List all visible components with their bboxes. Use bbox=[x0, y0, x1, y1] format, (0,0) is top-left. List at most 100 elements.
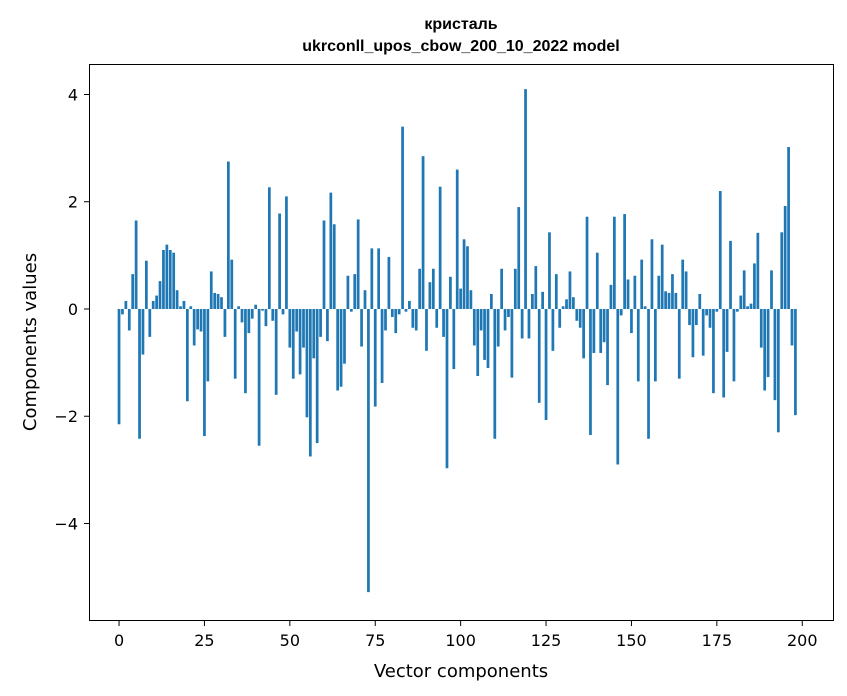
bar bbox=[408, 300, 411, 309]
bar bbox=[510, 308, 514, 378]
bar bbox=[363, 290, 367, 309]
bar bbox=[794, 308, 797, 416]
bar bbox=[373, 308, 377, 407]
bar bbox=[613, 216, 616, 309]
bar bbox=[172, 252, 176, 309]
bar bbox=[527, 308, 531, 339]
x-axis-ticks: 0 25 50 75 100 125 150 175 200 bbox=[114, 620, 818, 650]
bar bbox=[759, 308, 763, 348]
bar bbox=[479, 308, 483, 331]
bar bbox=[401, 126, 404, 309]
bar bbox=[213, 292, 217, 309]
bar bbox=[701, 308, 705, 356]
bar bbox=[349, 308, 353, 312]
bar bbox=[288, 308, 292, 348]
bar bbox=[308, 308, 312, 457]
bar bbox=[496, 308, 500, 347]
bar bbox=[606, 308, 609, 386]
bar bbox=[589, 308, 592, 435]
x-tick-label: 150 bbox=[616, 631, 647, 650]
x-tick-label: 175 bbox=[702, 631, 733, 650]
bar bbox=[233, 308, 237, 379]
bar bbox=[582, 308, 585, 359]
bar bbox=[592, 308, 596, 353]
bar bbox=[250, 308, 254, 319]
bar bbox=[684, 271, 688, 309]
bar bbox=[216, 293, 220, 309]
bar bbox=[237, 306, 240, 309]
bar bbox=[380, 308, 384, 383]
bar bbox=[226, 161, 230, 309]
bar bbox=[291, 308, 295, 379]
bar bbox=[517, 207, 521, 309]
bar bbox=[394, 308, 398, 334]
bar bbox=[660, 244, 664, 309]
y-tick-label: 0 bbox=[68, 300, 78, 319]
bar bbox=[681, 259, 685, 309]
bar bbox=[285, 196, 288, 309]
bar bbox=[343, 308, 346, 364]
bar bbox=[267, 187, 271, 309]
bar bbox=[182, 300, 186, 309]
bar bbox=[360, 308, 363, 347]
x-tick-label: 125 bbox=[531, 631, 562, 650]
bar bbox=[524, 89, 527, 309]
bar bbox=[411, 308, 415, 328]
bar bbox=[223, 308, 227, 337]
bar bbox=[575, 308, 579, 321]
bar bbox=[715, 308, 719, 312]
bar bbox=[739, 295, 743, 309]
bar bbox=[735, 308, 739, 312]
bar bbox=[599, 308, 603, 353]
bar bbox=[151, 300, 155, 309]
bar bbox=[753, 263, 756, 309]
bar bbox=[455, 169, 459, 309]
bar bbox=[773, 308, 777, 401]
bar bbox=[534, 266, 538, 309]
bar bbox=[531, 293, 534, 309]
bar bbox=[192, 308, 196, 346]
bar bbox=[339, 308, 343, 387]
bar bbox=[141, 308, 145, 355]
bar bbox=[264, 308, 268, 327]
bar bbox=[302, 308, 305, 348]
bar bbox=[459, 288, 463, 309]
bar bbox=[548, 232, 551, 309]
bar bbox=[732, 308, 736, 382]
bar bbox=[449, 276, 452, 309]
bar bbox=[336, 308, 340, 391]
bar bbox=[616, 308, 620, 465]
y-axis-label: Components values bbox=[20, 253, 41, 431]
bar bbox=[295, 308, 299, 332]
bar bbox=[493, 308, 497, 439]
bar bbox=[305, 308, 309, 418]
bar bbox=[158, 281, 162, 309]
bar bbox=[418, 268, 422, 309]
bar bbox=[756, 232, 760, 309]
bar bbox=[203, 308, 206, 437]
bar bbox=[206, 308, 210, 382]
bar bbox=[384, 308, 387, 331]
x-tick-label: 50 bbox=[280, 631, 300, 650]
bar bbox=[353, 274, 357, 309]
bar bbox=[428, 282, 432, 309]
bar bbox=[312, 308, 316, 359]
bar bbox=[148, 308, 152, 337]
bar bbox=[486, 308, 490, 368]
bar bbox=[165, 244, 169, 309]
bar bbox=[168, 250, 172, 309]
bar bbox=[240, 308, 244, 323]
bar bbox=[561, 306, 565, 309]
bar bbox=[572, 297, 575, 309]
bar bbox=[729, 240, 732, 309]
bar bbox=[421, 156, 425, 309]
bar bbox=[274, 308, 278, 395]
bar bbox=[131, 274, 135, 309]
bar bbox=[179, 306, 182, 309]
bar bbox=[770, 270, 773, 309]
bar bbox=[780, 232, 784, 309]
bar bbox=[609, 284, 613, 309]
bar bbox=[708, 308, 712, 328]
bar bbox=[442, 308, 445, 337]
bar bbox=[544, 308, 548, 420]
